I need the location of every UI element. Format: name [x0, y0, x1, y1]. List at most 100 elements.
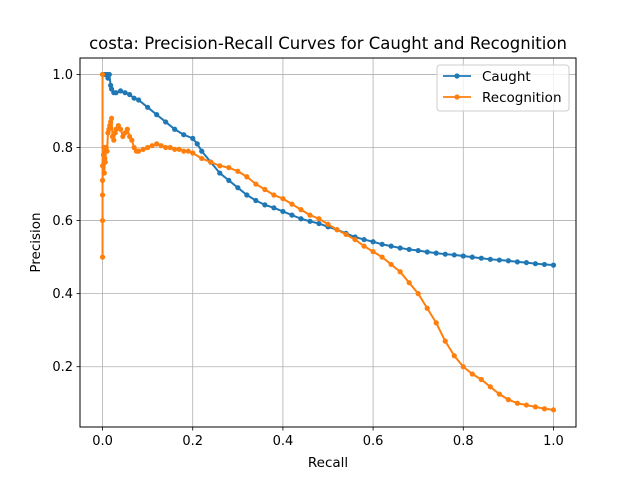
data-point-recognition — [514, 400, 520, 406]
data-point-recognition — [361, 243, 367, 249]
data-point-caught — [307, 218, 313, 224]
data-point-caught — [541, 261, 548, 268]
x-tick-label: 0.6 — [363, 434, 384, 449]
chart-title: costa: Precision-Recall Curves for Caugh… — [89, 34, 567, 53]
data-point-recognition — [496, 391, 502, 397]
data-point-caught — [550, 262, 557, 268]
data-point-recognition — [149, 143, 155, 149]
data-point-caught — [271, 205, 277, 211]
data-point-recognition — [145, 144, 151, 151]
data-point-recognition — [117, 126, 124, 132]
data-point-recognition — [487, 384, 493, 390]
data-point-recognition — [442, 338, 448, 344]
data-point-caught — [280, 208, 286, 215]
x-tick-label: 0.4 — [273, 434, 294, 449]
data-point-recognition — [235, 168, 241, 174]
data-point-recognition — [140, 146, 146, 152]
data-point-recognition — [280, 196, 286, 202]
data-point-recognition — [176, 146, 182, 152]
data-point-caught — [235, 185, 241, 191]
data-point-recognition — [406, 280, 412, 286]
data-point-caught — [244, 192, 250, 198]
data-point-caught — [433, 250, 439, 256]
data-point-caught — [298, 216, 304, 222]
data-point-caught — [145, 104, 151, 110]
data-point-recognition — [104, 148, 110, 154]
data-point-caught — [190, 135, 196, 141]
data-point-recognition — [316, 216, 322, 222]
data-point-caught — [181, 132, 187, 138]
data-point-recognition — [478, 376, 484, 383]
data-point-caught — [370, 239, 376, 245]
series-recognition — [99, 71, 557, 413]
data-point-caught — [262, 202, 268, 208]
data-point-caught — [451, 252, 457, 258]
y-tick-label: 0.4 — [52, 287, 73, 302]
data-point-recognition — [460, 364, 466, 370]
x-tick-label: 1.0 — [543, 434, 564, 449]
legend-marker-recognition — [454, 94, 460, 100]
y-tick-label: 1.0 — [52, 68, 73, 83]
data-point-recognition — [101, 170, 107, 176]
data-point-recognition — [99, 71, 106, 78]
data-point-caught — [460, 253, 466, 259]
plot-frame — [79, 57, 577, 428]
data-point-recognition — [370, 249, 376, 255]
data-point-caught — [424, 249, 430, 255]
data-point-caught — [442, 251, 448, 257]
series-caught — [99, 71, 557, 268]
legend-label-recognition: Recognition — [482, 90, 562, 106]
data-point-recognition — [208, 159, 214, 165]
data-point-recognition — [158, 143, 164, 149]
data-point-recognition — [102, 159, 108, 165]
legend-label-caught: Caught — [482, 69, 531, 85]
data-point-caught — [117, 88, 124, 94]
x-axis-label: Recall — [308, 455, 348, 471]
data-point-caught — [478, 255, 484, 261]
data-point-caught — [194, 141, 200, 147]
data-point-recognition — [217, 163, 223, 169]
data-point-recognition — [167, 144, 173, 151]
data-point-caught — [379, 241, 385, 247]
data-point-caught — [113, 90, 119, 96]
data-point-recognition — [325, 221, 331, 227]
data-point-recognition — [424, 305, 430, 311]
data-point-recognition — [343, 231, 349, 238]
data-point-recognition — [111, 137, 117, 143]
data-point-recognition — [298, 207, 304, 213]
data-point-recognition — [334, 227, 340, 233]
data-point-caught — [172, 126, 178, 132]
data-point-recognition — [129, 137, 135, 143]
data-point-recognition — [352, 236, 358, 243]
data-point-caught — [316, 220, 322, 227]
data-point-caught — [505, 258, 511, 264]
data-point-recognition — [163, 144, 169, 151]
data-point-recognition — [415, 291, 421, 297]
y-tick-label: 0.6 — [52, 214, 73, 229]
data-point-caught — [514, 259, 520, 265]
data-point-recognition — [271, 192, 277, 198]
data-point-recognition — [532, 404, 539, 410]
data-point-recognition — [433, 320, 439, 326]
data-point-recognition — [99, 217, 106, 224]
data-point-recognition — [136, 148, 142, 154]
data-point-caught — [217, 170, 223, 176]
data-point-caught — [289, 212, 295, 218]
data-point-caught — [154, 112, 160, 118]
legend: Caught Recognition — [436, 64, 570, 112]
data-point-recognition — [244, 174, 250, 180]
data-point-caught — [361, 236, 367, 243]
data-point-caught — [496, 257, 502, 263]
y-tick-label: 0.8 — [52, 141, 73, 156]
data-point-caught — [532, 261, 539, 267]
y-tick-label: 0.2 — [52, 360, 73, 375]
data-point-recognition — [181, 148, 187, 154]
data-point-caught — [388, 243, 394, 249]
data-point-recognition — [469, 371, 475, 377]
data-point-recognition — [262, 186, 268, 193]
data-point-caught — [127, 91, 133, 98]
data-point-caught — [131, 95, 137, 101]
data-point-recognition — [108, 115, 115, 121]
data-point-recognition — [289, 201, 295, 207]
